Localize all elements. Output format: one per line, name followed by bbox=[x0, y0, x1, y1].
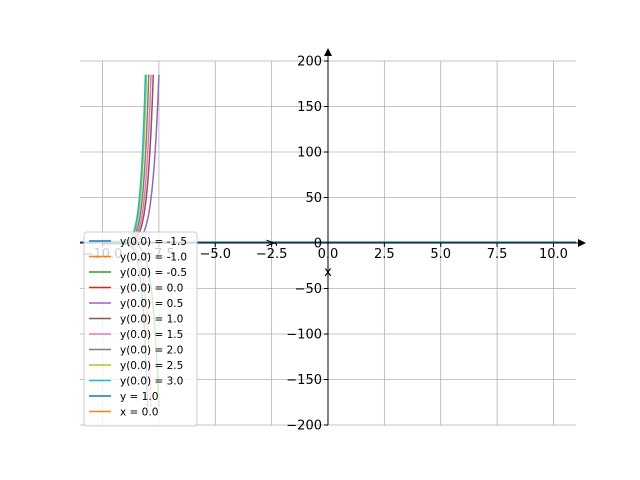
legend-entry: y(0.0) = 3.0 bbox=[120, 376, 183, 388]
x-tick-label: −2.5 bbox=[256, 247, 288, 262]
legend-box bbox=[83, 231, 198, 427]
x-tick-label: 2.5 bbox=[374, 247, 395, 262]
x-axis-label: x bbox=[324, 265, 332, 280]
y-axis-arrow-icon bbox=[324, 48, 332, 56]
legend-entry: y = 1.0 bbox=[120, 391, 158, 403]
legend-entry: y(0.0) = 2.0 bbox=[120, 345, 183, 357]
legend-entry: y(0.0) = -1.0 bbox=[120, 252, 187, 264]
y-tick-label: 0 bbox=[314, 237, 322, 252]
x-tick-label: −5.0 bbox=[199, 247, 231, 262]
legend-entry: x = 0.0 bbox=[120, 407, 158, 419]
y-axis-label: y bbox=[263, 239, 278, 247]
legend-entry: y(0.0) = 1.5 bbox=[120, 329, 183, 341]
x-tick-label: 0.0 bbox=[318, 247, 339, 262]
legend-entry: y(0.0) = 0.0 bbox=[120, 283, 183, 295]
x-tick-label: 5.0 bbox=[430, 247, 451, 262]
x-tick-label: 7.5 bbox=[487, 247, 508, 262]
y-tick-label: 200 bbox=[297, 55, 322, 70]
y-tick-label: −50 bbox=[295, 282, 322, 297]
legend-entry: y(0.0) = -1.5 bbox=[120, 236, 187, 248]
y-tick-label: 100 bbox=[297, 146, 322, 161]
y-tick-label: 150 bbox=[297, 100, 322, 115]
legend-entry: y(0.0) = 0.5 bbox=[120, 298, 183, 310]
y-tick-label: 50 bbox=[305, 191, 322, 206]
legend: y(0.0) = -1.5 y(0.0) = -1.0 y(0.0) = -0.5 y… bbox=[83, 231, 198, 427]
y-tick-label: −100 bbox=[286, 328, 322, 343]
x-axis-arrow-icon bbox=[578, 239, 586, 247]
legend-entry: y(0.0) = -0.5 bbox=[120, 267, 187, 279]
y-tick-label: −200 bbox=[286, 419, 322, 434]
legend-entry: y(0.0) = 2.5 bbox=[120, 360, 183, 372]
x-tick-label: 10.0 bbox=[539, 247, 568, 262]
y-tick-label: −150 bbox=[286, 373, 322, 388]
legend-entry: y(0.0) = 1.0 bbox=[120, 314, 183, 326]
